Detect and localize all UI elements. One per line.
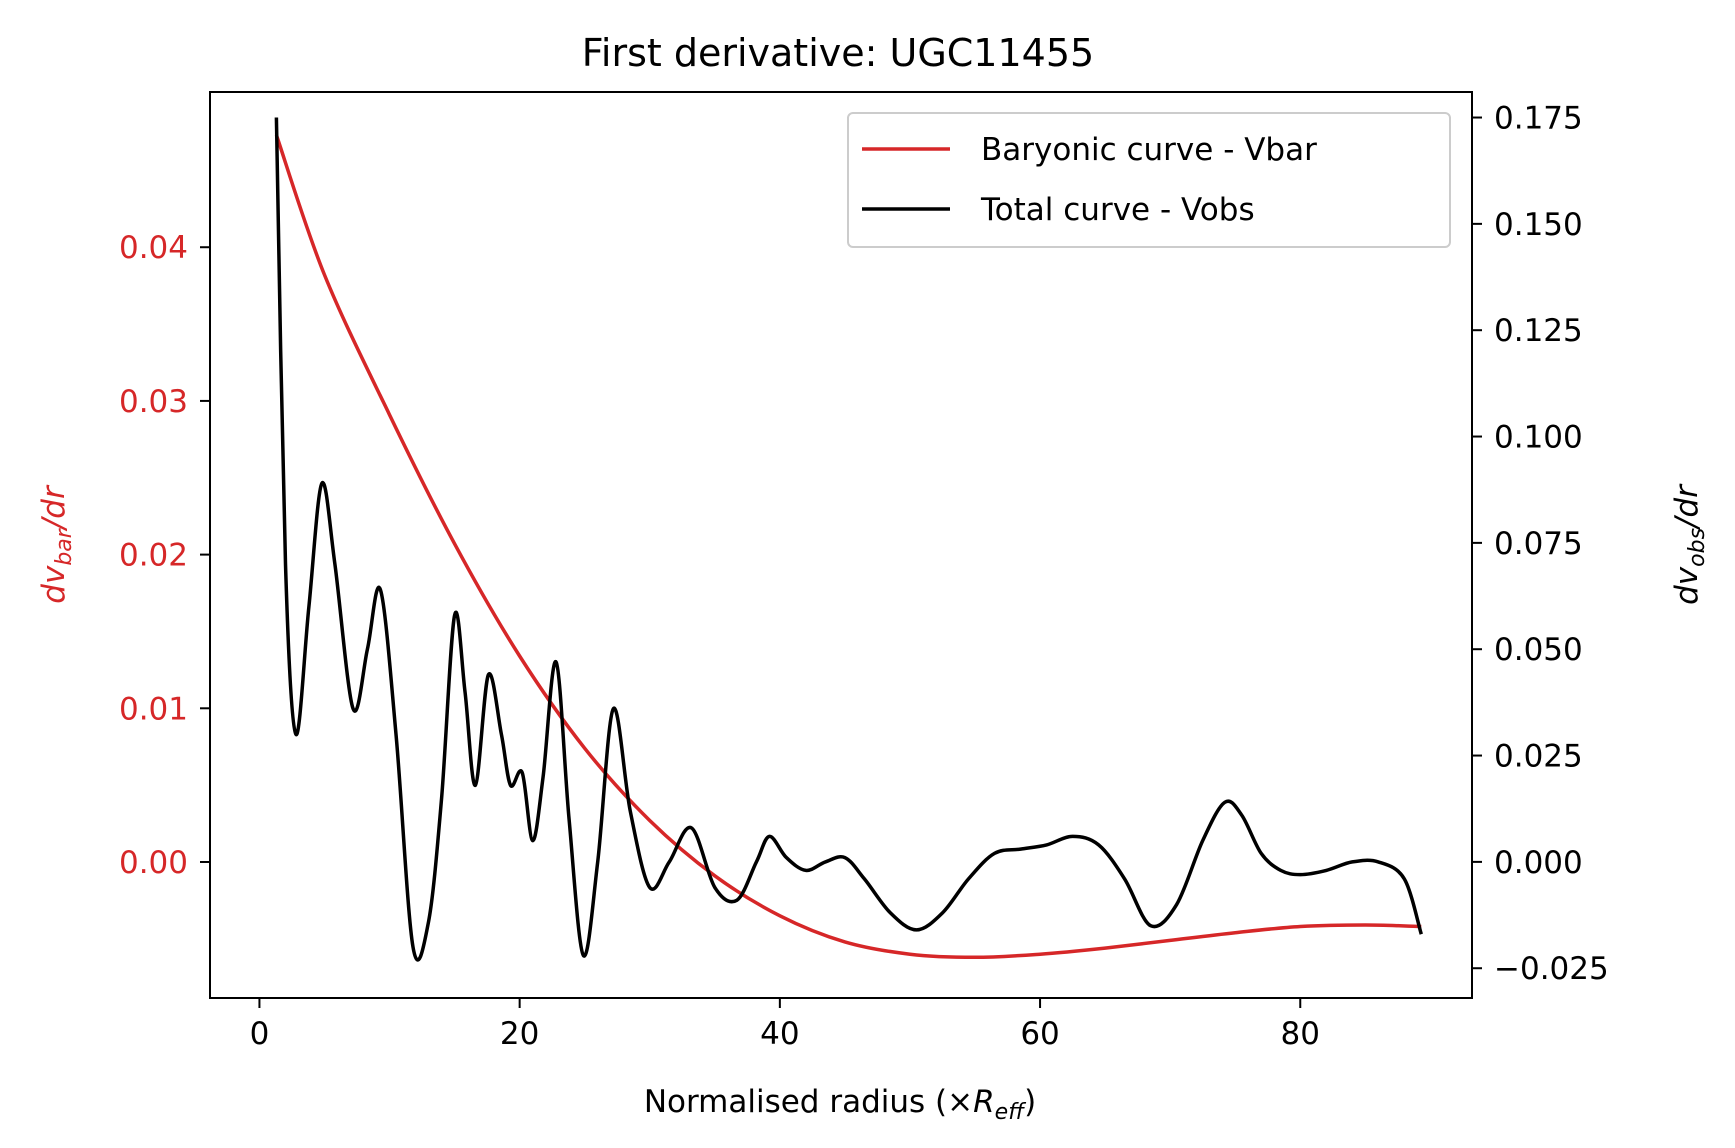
right-y-tick-label: 0.150 [1494,207,1583,243]
x-axis-label-symbol: R [973,1084,995,1120]
series-line-vbar [274,134,1422,960]
legend-box [847,112,1451,248]
x-axis-label-subscript: eff [995,1100,1027,1125]
right-y-axis-label-prefix: dv [1669,566,1705,605]
left-y-axis-ticks: 0.00 0.01 0.02 0.03 0.04 [119,230,210,881]
right-y-tick-label: −0.025 [1494,951,1609,987]
chart-title: First derivative: UGC11455 [582,31,1094,75]
legend-label-vobs: Total curve - Vobs [980,192,1255,228]
series-line-vobs [274,117,1423,962]
x-tick-label: 60 [1020,1016,1059,1052]
x-axis-ticks: 0 20 40 60 80 [250,998,1320,1052]
x-tick-label: 20 [500,1016,539,1052]
right-y-tick-label: 0.000 [1494,845,1583,881]
left-y-tick-label: 0.03 [119,384,188,420]
right-y-axis-label-subscript: obs [1685,528,1710,567]
right-y-tick-label: 0.025 [1494,739,1583,775]
left-y-axis-label-prefix: dv [36,565,72,604]
left-y-axis-label: dvbar/dr [36,484,77,604]
right-y-axis-ticks: −0.025 0.000 0.025 0.050 0.075 0.100 0.125 0.15… [1472,101,1609,987]
x-axis-label-close: ) [1024,1084,1036,1120]
left-y-tick-label: 0.04 [119,230,188,266]
x-axis-label-main: Normalised radius (× [644,1084,973,1120]
x-tick-label: 40 [760,1016,799,1052]
legend-label-vbar: Baryonic curve - Vbar [981,132,1317,168]
legend: Baryonic curve - Vbar Total curve - Vobs [847,112,1451,248]
left-y-tick-label: 0.00 [119,845,188,881]
right-y-tick-label: 0.175 [1494,101,1583,137]
right-y-tick-label: 0.050 [1494,632,1583,668]
right-y-tick-label: 0.125 [1494,313,1583,349]
right-y-axis-label-suffix: /dr [1669,483,1705,531]
left-y-axis-label-subscript: bar [52,527,77,565]
plot-frame [209,91,1473,999]
left-y-axis-label-suffix: /dr [36,484,72,532]
x-tick-label: 0 [250,1016,270,1052]
plot-series [274,117,1423,962]
right-y-tick-label: 0.100 [1494,420,1583,456]
right-y-axis-label: dvobs/dr [1669,483,1710,605]
left-y-tick-label: 0.01 [119,691,188,727]
right-y-tick-label: 0.075 [1494,526,1583,562]
left-y-tick-label: 0.02 [119,538,188,574]
x-tick-label: 80 [1281,1016,1320,1052]
x-axis-label: Normalised radius (×Reff) [644,1084,1036,1125]
